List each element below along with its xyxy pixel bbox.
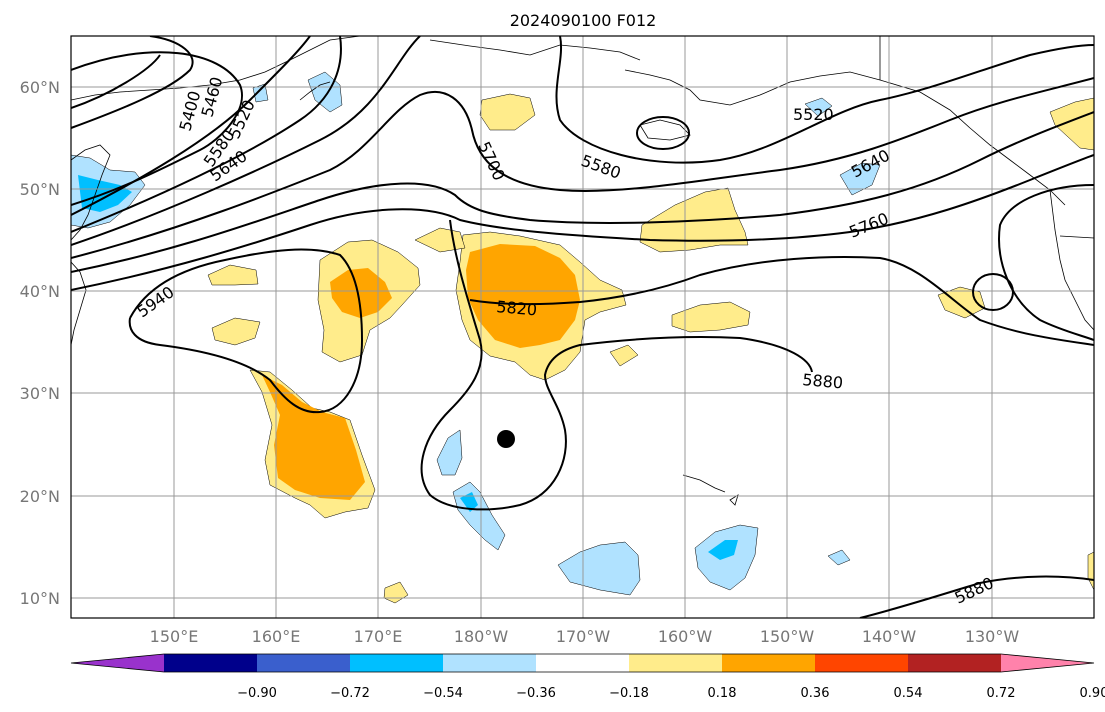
lon-label: 170°E	[354, 627, 403, 646]
anomaly-region-positive	[211, 317, 261, 346]
lon-label: 170°W	[556, 627, 611, 646]
height-contours	[71, 36, 1094, 618]
anomaly-region-positive	[466, 244, 580, 348]
anomaly-region-negative	[839, 162, 881, 196]
colorbar-extend-low	[71, 654, 164, 672]
colorbar-extend-high	[1001, 654, 1094, 672]
latitude-labels: 60°N 50°N 40°N 30°N 20°N 10°N	[20, 78, 60, 608]
colorbar-tick-label: 0.36	[801, 686, 830, 701]
contour-label-5520-east: 5520	[793, 105, 834, 124]
lon-label: 160°E	[252, 627, 301, 646]
lon-label: 140°W	[862, 627, 917, 646]
anomaly-region-positive	[207, 264, 259, 286]
lat-label: 50°N	[20, 180, 60, 199]
colorbar-outline	[70, 653, 1095, 673]
anomaly-region-negative	[708, 540, 738, 560]
contour-label-5820: 5820	[496, 297, 538, 319]
lat-label: 40°N	[20, 282, 60, 301]
lat-label: 20°N	[20, 487, 60, 506]
lat-label: 60°N	[20, 78, 60, 97]
lon-label: 160°W	[658, 627, 713, 646]
graticule	[71, 36, 1094, 618]
anomaly-region-negative	[827, 549, 851, 566]
colorbar-tick-label: −0.18	[609, 686, 649, 701]
colorbar-cell	[536, 654, 630, 672]
colorbar-cell	[908, 654, 1002, 672]
colorbar-cell	[257, 654, 351, 672]
anomaly-region-negative	[804, 97, 833, 117]
colorbar-cell	[722, 654, 816, 672]
lon-label: 150°W	[760, 627, 815, 646]
colorbar-tick-label: −0.90	[237, 686, 277, 701]
colorbar-tick-label: 0.54	[894, 686, 923, 701]
anomaly-region-negative	[436, 429, 463, 476]
figure-title: 2024090100 F012	[510, 11, 657, 30]
anomaly-region-negative	[460, 492, 478, 512]
storm-center-dot	[497, 430, 515, 448]
colorbar-cell	[164, 654, 258, 672]
colorbar-cell	[815, 654, 909, 672]
anomaly-region-positive	[609, 344, 639, 367]
lat-label: 30°N	[20, 384, 60, 403]
colorbar-tick-label: −0.72	[330, 686, 370, 701]
longitude-labels: 150°E 160°E 170°E 180°W 170°W 160°W 150°…	[150, 627, 1020, 646]
colorbar-tick-label: 0.18	[708, 686, 737, 701]
colorbar-cell	[629, 654, 723, 672]
anomaly-region-positive	[671, 301, 751, 333]
colorbar-cells	[71, 654, 1094, 672]
anomaly-region-positive	[479, 93, 536, 131]
anomaly-region-positive	[330, 268, 392, 318]
coastlines	[71, 36, 1094, 506]
lon-label: 150°E	[150, 627, 199, 646]
shaded-anomaly-fields	[71, 71, 1094, 604]
lon-label: 180°W	[454, 627, 509, 646]
colorbar-cell	[443, 654, 537, 672]
map-frame	[70, 35, 1095, 619]
colorbar-tick-label: 0.90	[1080, 686, 1105, 701]
anomaly-region-positive	[1049, 97, 1094, 151]
colorbar-tick-label: 0.72	[987, 686, 1016, 701]
map-panel: 5400 5460 5520 5580 5640 5700 5580 5520 …	[71, 36, 1094, 618]
lon-label: 130°W	[965, 627, 1020, 646]
anomaly-region-negative	[252, 83, 269, 103]
colorbar-cell	[350, 654, 444, 672]
colorbar-tick-label: −0.36	[516, 686, 556, 701]
anomaly-region-negative	[557, 541, 641, 596]
colorbar-tick-label: −0.54	[423, 686, 463, 701]
colorbar: −0.90 −0.72 −0.54 −0.36 −0.18 0.18 0.36 0.54 0.7…	[70, 653, 1105, 701]
contour-label-5880: 5880	[802, 370, 844, 392]
anomaly-region-positive	[262, 375, 365, 500]
colorbar-tick-labels: −0.90 −0.72 −0.54 −0.36 −0.18 0.18 0.36 0.54 0.7…	[237, 686, 1105, 701]
lat-label: 10°N	[20, 589, 60, 608]
